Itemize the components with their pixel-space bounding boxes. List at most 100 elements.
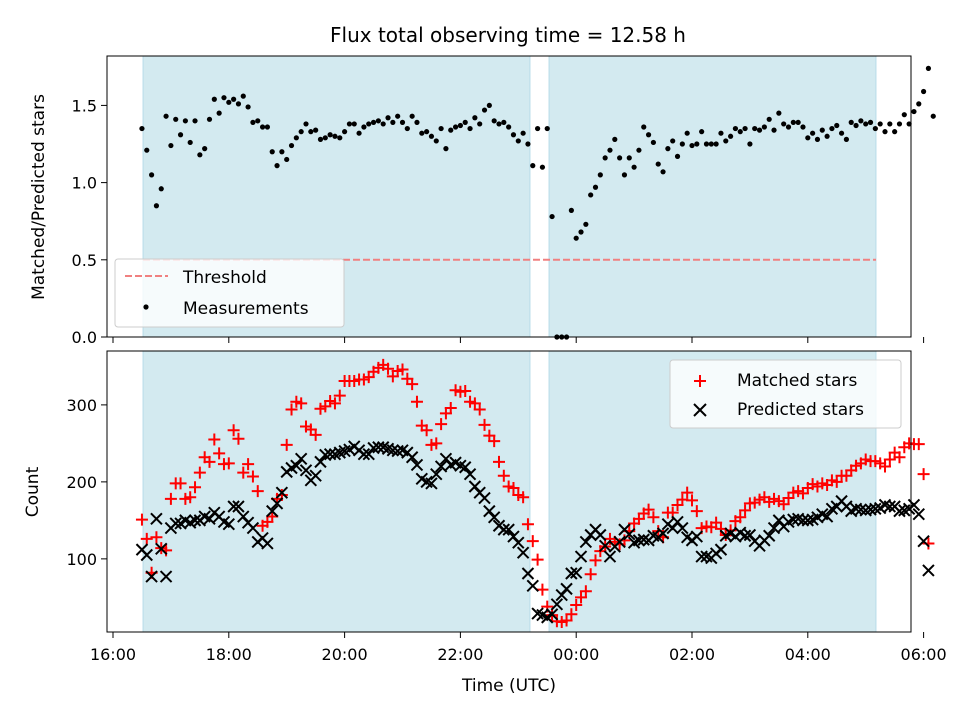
matched-legend-marker (694, 375, 706, 387)
measurement-point (858, 118, 864, 124)
matched-star-marker (222, 457, 235, 470)
predicted-star-marker (188, 514, 202, 527)
x-tick-label: 04:00 (785, 645, 831, 664)
matched-star-marker (690, 505, 703, 518)
measurement-point (838, 130, 845, 136)
matched-star-marker (526, 535, 539, 548)
measurement-point (626, 155, 632, 161)
measurement-point (293, 135, 299, 141)
predicted-star-marker (907, 498, 921, 512)
measurement-point (158, 186, 164, 192)
measurement-point (568, 207, 574, 213)
matched-star-marker (406, 378, 419, 391)
measurement-point (510, 132, 517, 138)
measurement-point (689, 142, 695, 149)
predicted-star-marker (314, 455, 327, 469)
measurement-point (713, 141, 719, 147)
predicted-star-marker (762, 529, 776, 542)
predicted-star-marker (767, 521, 781, 535)
measurement-point (921, 88, 927, 95)
predicted-star-marker (478, 491, 491, 505)
measurement-point (781, 121, 787, 127)
predicted-star-marker (145, 570, 158, 583)
measurement-point (409, 113, 415, 119)
measurement-point (906, 121, 912, 127)
top-legend-box (114, 258, 345, 328)
y-tick-label: 100 (66, 550, 97, 569)
measurement-point (887, 121, 893, 127)
measurement-point (351, 121, 357, 127)
matched-star-marker (246, 470, 259, 483)
measurement-point (737, 129, 743, 135)
measurement-point (925, 65, 932, 71)
measurement-point (641, 124, 647, 130)
measurement-point (708, 141, 714, 147)
predicted-star-marker (459, 461, 472, 474)
measurement-point (790, 119, 796, 125)
predicted-star-marker (637, 533, 650, 546)
y-tick-label: 200 (66, 473, 97, 492)
matched-star-marker (444, 401, 457, 414)
measurement-point (853, 122, 859, 129)
predicted-star-marker (854, 503, 868, 516)
measurement-point (674, 153, 681, 159)
matched-star-marker (213, 447, 226, 460)
matched-star-marker (893, 451, 906, 464)
predicted-star-marker (632, 534, 646, 547)
predicted-star-marker (521, 567, 535, 580)
matched-star-marker (333, 389, 346, 402)
matched-star-marker (285, 403, 298, 416)
predicted-star-marker (290, 459, 303, 472)
measurement-point (149, 172, 155, 178)
measurement-point (539, 164, 546, 170)
measurement-point (255, 118, 261, 124)
measurement-point (221, 95, 227, 101)
measurement-points (139, 65, 936, 340)
predicted-star-marker (294, 452, 308, 465)
observing-band (142, 350, 531, 633)
measurement-point (588, 192, 594, 198)
measurements-legend-marker (143, 304, 149, 310)
measurement-point (665, 146, 671, 152)
measurement-point (390, 119, 396, 125)
predicted-star-marker (386, 444, 400, 457)
measurement-point (776, 110, 782, 116)
predicted-star-marker (922, 564, 935, 577)
matched-star-marker (227, 424, 240, 437)
predicted-star-marker (150, 512, 163, 526)
predicted-star-marker (714, 543, 728, 556)
measurement-point (173, 116, 179, 122)
predicted-star-marker (656, 527, 670, 540)
measurement-point (882, 129, 888, 135)
predicted-star-marker (270, 497, 284, 510)
matched-star-marker (647, 511, 660, 524)
y-tick-label: 0.5 (72, 251, 97, 270)
predicted-star-marker (569, 566, 583, 579)
measurement-point (168, 142, 174, 149)
matched-star-marker (193, 466, 206, 479)
matched-star-marker (251, 485, 264, 498)
measurement-point (327, 132, 333, 138)
measurement-point (645, 132, 652, 138)
measurement-point (612, 136, 618, 142)
measurement-point (462, 119, 468, 125)
predicted-star-marker (502, 523, 515, 536)
measurement-point (399, 119, 406, 125)
measurement-point (438, 125, 444, 132)
matched-star-marker (879, 460, 891, 473)
matched-star-marker (521, 518, 534, 531)
measurement-point (332, 133, 338, 139)
matched-star-marker (468, 397, 481, 410)
measurement-point (428, 133, 435, 139)
measurement-point (867, 119, 874, 125)
measurement-point (177, 132, 184, 138)
measurement-point (491, 118, 497, 124)
bottom-legend: Matched stars Predicted stars (669, 359, 902, 429)
measurement-point (617, 155, 623, 161)
measurement-point (308, 129, 314, 135)
measurement-point (240, 93, 246, 99)
measurement-point (250, 119, 256, 125)
predicted-star-marker (603, 550, 617, 563)
predicted-star-marker (516, 546, 530, 559)
